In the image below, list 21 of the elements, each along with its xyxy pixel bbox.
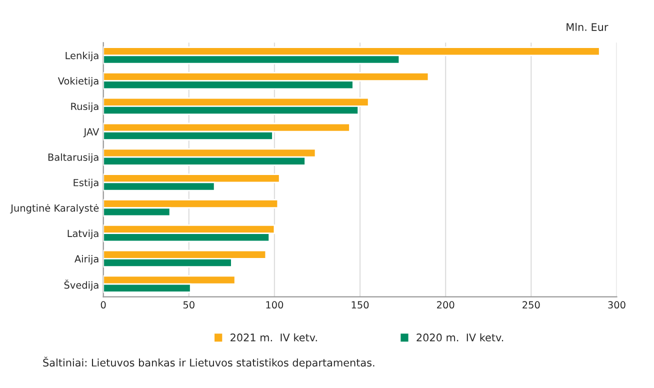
- y-tick-label: JAV: [83, 128, 100, 138]
- x-axis-title: Mln. Eur: [566, 22, 608, 31]
- x-tick-label: 200: [437, 301, 454, 309]
- y-tick-label: Lenkija: [66, 52, 98, 62]
- y-tick-label: Latvija: [68, 230, 98, 239]
- y-tick-label: Švedija: [64, 280, 98, 291]
- y-tick-label: Jungtinė Karalystė: [10, 204, 99, 214]
- y-tick-label: Airija: [74, 255, 98, 264]
- text: Šaltiniai: Lietuvos bankas ir Lietuvos statistikos departamentas.: [43, 356, 374, 369]
- legend-label: 2020 m. IV ketv.: [416, 333, 504, 342]
- y-tick-label: Vokietija: [58, 77, 98, 87]
- legend-label: 2021 m. IV ketv.: [230, 333, 317, 342]
- x-tick-label: 250: [522, 301, 540, 309]
- x-tick-label: 50: [183, 301, 194, 309]
- y-tick-label: Rusija: [71, 102, 98, 112]
- y-tick-label: Estija: [74, 178, 98, 188]
- x-tick-label: 0: [100, 301, 106, 309]
- x-tick-label: 100: [266, 301, 284, 309]
- y-tick-label: Baltarusija: [48, 153, 98, 163]
- x-tick-label: 300: [608, 301, 626, 309]
- x-tick-label: 150: [352, 301, 369, 309]
